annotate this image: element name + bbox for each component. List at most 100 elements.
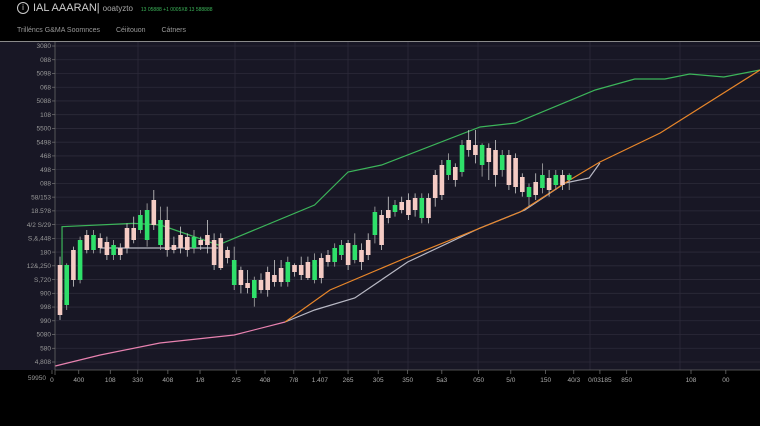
candle-up bbox=[479, 143, 485, 177]
candle-down bbox=[426, 193, 431, 224]
candle-down bbox=[412, 193, 418, 217]
candle-body bbox=[198, 240, 203, 245]
candle-body bbox=[566, 175, 572, 180]
candle-down bbox=[164, 206, 170, 257]
candle-up bbox=[446, 153, 451, 180]
info-circle-icon[interactable]: i bbox=[17, 2, 29, 14]
y-tick-label: 5080 bbox=[37, 332, 52, 339]
y-tick-label: 18.5?8 bbox=[31, 208, 51, 215]
indicator-tabs: Trilléncs G&MA Soomnces Céiitouon Cátner… bbox=[17, 27, 200, 34]
y-tick-label: 4/2 S/29 bbox=[27, 222, 52, 229]
x-tick-label: 850 bbox=[621, 377, 632, 384]
tab-indicators[interactable]: Trilléncs G&MA Soomnces bbox=[17, 27, 100, 34]
candle-down bbox=[185, 233, 190, 257]
candle-body bbox=[138, 215, 143, 230]
x-tick-label: 00 bbox=[722, 377, 730, 384]
candle-body bbox=[339, 245, 344, 255]
candle-body bbox=[298, 265, 304, 275]
candle-down bbox=[124, 223, 130, 254]
candle-up bbox=[332, 243, 337, 267]
candle-down bbox=[238, 266, 244, 294]
candle-body bbox=[412, 198, 418, 210]
candle-body bbox=[71, 250, 76, 280]
candle-down bbox=[325, 250, 331, 267]
candle-body bbox=[225, 250, 230, 258]
x-tick-label: 350 bbox=[402, 377, 413, 384]
candle-body bbox=[540, 175, 545, 188]
y-tick-label: 12&,250 bbox=[27, 263, 52, 270]
candle-body bbox=[118, 248, 123, 255]
candle-down bbox=[473, 130, 478, 164]
chart-header: i IAL AAARAN| ooatyzto 13 05888 +1 0005X8… bbox=[0, 0, 760, 41]
candle-up bbox=[419, 193, 425, 224]
x-tick-label: 1.407 bbox=[312, 377, 329, 384]
candle-body bbox=[352, 245, 358, 260]
x-tick-label: 400 bbox=[73, 377, 84, 384]
candle-down bbox=[439, 160, 445, 200]
y-tick-label: 580 bbox=[40, 345, 51, 352]
candle-body bbox=[57, 265, 63, 315]
candle-body bbox=[439, 165, 445, 195]
candle-body bbox=[553, 175, 559, 185]
candle-body bbox=[171, 245, 177, 250]
y-tick-label: 498 bbox=[40, 167, 51, 174]
candle-body bbox=[191, 237, 197, 248]
candle-down bbox=[486, 143, 492, 180]
candle-up bbox=[459, 140, 465, 177]
candle-body bbox=[526, 187, 532, 197]
y-tick-label: 108 bbox=[40, 112, 51, 119]
candle-body bbox=[64, 265, 69, 305]
candle-up bbox=[499, 150, 505, 177]
x-tick-label: 408 bbox=[260, 377, 271, 384]
candle-body bbox=[144, 210, 150, 240]
candle-up bbox=[553, 170, 559, 190]
candle-up bbox=[372, 206, 378, 244]
candle-body bbox=[459, 145, 465, 172]
header-divider bbox=[0, 41, 760, 42]
candle-body bbox=[111, 245, 116, 255]
candle-down bbox=[345, 240, 351, 270]
candle-body bbox=[560, 175, 565, 185]
tab-calculation[interactable]: Céiitouon bbox=[115, 27, 146, 34]
candle-down bbox=[225, 246, 230, 264]
x-tick-label: 0 bbox=[50, 377, 54, 384]
candle-body bbox=[359, 250, 364, 262]
candle-down bbox=[520, 173, 525, 197]
candle-down bbox=[131, 216, 136, 244]
candle-down bbox=[245, 270, 250, 294]
candle-down bbox=[432, 170, 438, 207]
symbol-name: IAL AAARAN| bbox=[33, 2, 100, 14]
y-tick-label: 5088 bbox=[37, 98, 52, 105]
candle-up bbox=[540, 163, 545, 194]
plot-area[interactable] bbox=[0, 42, 760, 370]
y-tick-label: 5098 bbox=[37, 71, 52, 78]
candle-down bbox=[104, 236, 110, 260]
candle-down bbox=[278, 260, 284, 287]
candle-body bbox=[84, 235, 90, 250]
candle-body bbox=[292, 265, 297, 272]
candle-body bbox=[164, 220, 170, 250]
y-tick-label: S,720 bbox=[34, 277, 51, 284]
candle-down bbox=[71, 246, 76, 287]
candle-up bbox=[138, 210, 143, 234]
x-tick-label: 150 bbox=[540, 377, 551, 384]
candle-body bbox=[499, 155, 505, 170]
candle-body bbox=[265, 272, 270, 290]
tab-others[interactable]: Cátners bbox=[161, 27, 186, 34]
x-tick-label: 330 bbox=[132, 377, 143, 384]
candle-body bbox=[466, 140, 471, 150]
candle-body bbox=[453, 167, 458, 180]
candle-down bbox=[546, 170, 552, 197]
candle-body bbox=[432, 175, 438, 198]
candle-down bbox=[84, 230, 90, 254]
candle-up bbox=[64, 263, 69, 310]
x-tick-label: 5/0 bbox=[506, 377, 515, 384]
candle-down bbox=[178, 226, 183, 254]
candle-up bbox=[111, 240, 116, 260]
y-tick-label: 998 bbox=[40, 304, 51, 311]
x-tick-label: 0/03185 bbox=[588, 377, 612, 384]
candle-body bbox=[426, 198, 431, 218]
candle-body bbox=[285, 262, 291, 282]
candle-down bbox=[57, 256, 63, 320]
